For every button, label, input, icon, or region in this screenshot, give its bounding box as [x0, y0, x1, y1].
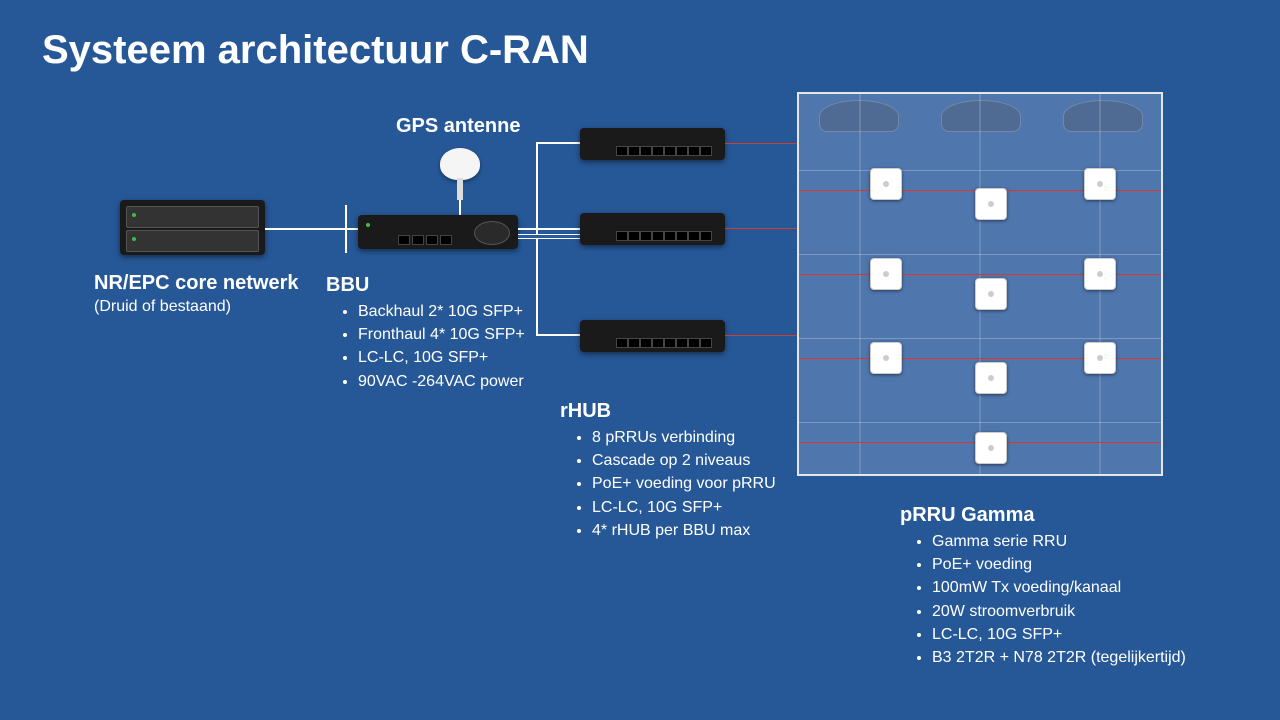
rhub-hardware-3	[580, 320, 725, 352]
prru-unit	[870, 342, 902, 374]
gps-antenna-stem	[457, 178, 463, 200]
rhub-spec: 4* rHUB per BBU max	[592, 519, 776, 542]
prru-spec: B3 2T2R + N78 2T2R (tegelijkertijd)	[932, 646, 1186, 669]
prru-spec: 100mW Tx voeding/kanaal	[932, 576, 1186, 599]
rhub-label: rHUB	[560, 400, 611, 423]
rhub-spec: 8 pRRUs verbinding	[592, 426, 776, 449]
prru-spec: 20W stroomverbruik	[932, 600, 1186, 623]
cable-to-rhub3	[536, 334, 580, 336]
cable-riser	[536, 142, 538, 336]
prru-unit	[1084, 342, 1116, 374]
red-cable-2	[725, 228, 797, 229]
rhub-specs: 8 pRRUs verbinding Cascade op 2 niveaus …	[570, 426, 776, 542]
bbu-label: BBU	[326, 274, 369, 297]
bbu-hardware	[358, 215, 518, 249]
prru-specs: Gamma serie RRU PoE+ voeding 100mW Tx vo…	[910, 530, 1186, 669]
cable-to-rhub2	[536, 228, 580, 230]
slide-title: Systeem architectuur C-RAN	[42, 28, 589, 73]
bbu-spec: Fronthaul 4* 10G SFP+	[358, 323, 525, 346]
prru-spec: Gamma serie RRU	[932, 530, 1186, 553]
cable-to-rhub2-blue	[536, 234, 580, 239]
red-cable-3	[725, 335, 797, 336]
cable-bbu-stub	[518, 228, 538, 230]
gps-cable	[459, 200, 461, 215]
prru-spec: LC-LC, 10G SFP+	[932, 623, 1186, 646]
cable-tick	[345, 205, 347, 253]
prru-unit	[1084, 168, 1116, 200]
core-subtitle: (Druid of bestaand)	[94, 298, 231, 316]
rhub-spec: LC-LC, 10G SFP+	[592, 496, 776, 519]
prru-unit	[975, 362, 1007, 394]
rhub-hardware-2	[580, 213, 725, 245]
gps-antenna-icon	[440, 148, 480, 180]
prru-unit	[975, 188, 1007, 220]
cable-to-rhub1	[536, 142, 580, 144]
bbu-spec: Backhaul 2* 10G SFP+	[358, 300, 525, 323]
prru-unit	[1084, 258, 1116, 290]
rhub-spec: PoE+ voeding voor pRRU	[592, 472, 776, 495]
red-cable-1	[725, 143, 797, 144]
bbu-spec: 90VAC -264VAC power	[358, 370, 525, 393]
rhub-hardware-1	[580, 128, 725, 160]
cable-bbu-stub-blue	[518, 234, 538, 239]
bbu-specs: Backhaul 2* 10G SFP+ Fronthaul 4* 10G SF…	[336, 300, 525, 393]
core-label: NR/EPC core netwerk	[94, 272, 299, 295]
prru-unit	[870, 168, 902, 200]
prru-unit	[975, 278, 1007, 310]
gps-label: GPS antenne	[396, 115, 520, 138]
core-hardware	[120, 200, 265, 255]
rhub-spec: Cascade op 2 niveaus	[592, 449, 776, 472]
prru-spec: PoE+ voeding	[932, 553, 1186, 576]
bbu-spec: LC-LC, 10G SFP+	[358, 346, 525, 369]
prru-unit	[975, 432, 1007, 464]
prru-unit	[870, 258, 902, 290]
prru-label: pRRU Gamma	[900, 504, 1034, 527]
